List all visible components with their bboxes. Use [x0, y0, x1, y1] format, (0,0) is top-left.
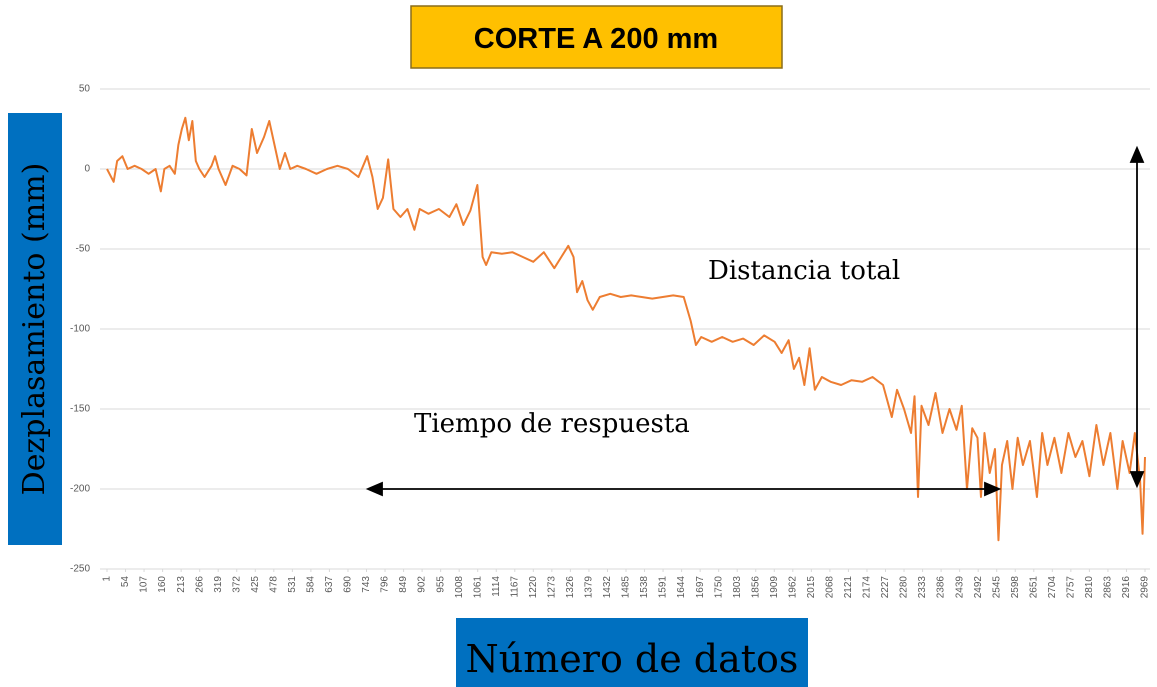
x-label-box: [456, 618, 808, 687]
arrow-head: [984, 481, 1002, 497]
x-tick-label: 2545: [991, 576, 1002, 599]
annotation: Tiempo de respuesta: [414, 409, 690, 439]
y-tick-label: -100: [70, 324, 90, 335]
x-tick-label: 1220: [528, 576, 539, 599]
x-tick-label: 1485: [621, 576, 632, 599]
x-tick-label: 2969: [1140, 576, 1151, 599]
y-tick-label: -200: [70, 484, 90, 495]
arrow-head: [365, 481, 383, 497]
chart-title: CORTE A 200 mm: [474, 23, 718, 55]
x-tick-label: 690: [343, 576, 354, 593]
y-tick-label: 50: [79, 84, 91, 95]
x-tick-label: 54: [120, 576, 131, 588]
arrow-head: [1129, 471, 1145, 489]
arrows: [365, 145, 1145, 497]
x-tick-label: 2227: [880, 576, 891, 599]
x-tick-label: 1591: [658, 576, 669, 599]
x-tick-label: 2863: [1103, 576, 1114, 599]
x-tick-label: 849: [398, 576, 409, 593]
x-tick-label: 372: [231, 576, 242, 593]
arrow-head: [1129, 145, 1145, 163]
x-tick-label: 2386: [936, 576, 947, 599]
y-tick-label: -150: [70, 404, 90, 415]
x-tick-label: 531: [287, 576, 298, 593]
x-tick-label: 1750: [713, 576, 724, 599]
x-tick-label: 2174: [862, 576, 873, 599]
x-tick-label: 796: [380, 576, 391, 593]
x-tick-label: 1114: [491, 576, 502, 597]
x-tick-label: 160: [157, 576, 168, 593]
x-tick-label: 2439: [954, 576, 965, 599]
plot: -250 -200 -150 -100 -50 0 50 1 54 107 160 213 266 319…: [70, 84, 1151, 599]
x-tick-label: 1432: [602, 576, 613, 599]
x-tick-label: 1061: [472, 576, 483, 599]
y-label-box: [8, 113, 62, 545]
x-tick-label: 1962: [787, 576, 798, 599]
y-tick-label: -50: [76, 244, 91, 255]
x-tick-label: 425: [250, 576, 261, 593]
x-tick-label: 266: [194, 576, 205, 593]
x-tick-label: 1856: [750, 576, 761, 599]
x-tick-label: 902: [417, 576, 428, 593]
x-tick-label: 1697: [695, 576, 706, 599]
title-box: [410, 5, 783, 69]
x-tick-label: 1379: [584, 576, 595, 599]
y-tick-label: 0: [84, 164, 90, 175]
y-tick-label: -250: [70, 564, 90, 575]
x-tick-label: 107: [139, 576, 150, 593]
x-tick-label: 1803: [732, 576, 743, 599]
x-tick-label: 319: [213, 576, 224, 593]
x-tick-label: 1: [102, 576, 113, 582]
x-tick-label: 2651: [1028, 576, 1039, 599]
x-tick-label: 637: [324, 576, 335, 593]
x-tick-label: 955: [435, 576, 446, 593]
x-tick-label: 1909: [769, 576, 780, 599]
x-tick-label: 2333: [917, 576, 928, 599]
x-tick-label: 1167: [509, 576, 520, 598]
x-tick-label: 2492: [973, 576, 984, 599]
y-axis-label: Dezplasamiento (mm): [17, 163, 52, 496]
x-tick-label: 1326: [565, 576, 576, 599]
x-axis-label: Número de datos: [466, 637, 799, 681]
x-tick-label: 1538: [639, 576, 650, 599]
x-tick-label: 1644: [676, 576, 687, 599]
x-tick-label: 2916: [1121, 576, 1132, 599]
x-tick-label: 1273: [546, 576, 557, 599]
x-tick-label: 478: [268, 576, 279, 593]
x-tick-label: 2280: [899, 576, 910, 599]
data-line: [106, 116, 1146, 542]
x-tick-label: 2121: [843, 576, 854, 599]
x-tick-label: 743: [361, 576, 372, 593]
x-tick-label: 2068: [825, 576, 836, 599]
x-tick-label: 2598: [1010, 576, 1021, 599]
x-tick-label: 2704: [1047, 576, 1058, 599]
x-tick-label: 584: [306, 576, 317, 593]
x-tick-label: 1008: [454, 576, 465, 599]
x-tick-label: 2015: [806, 576, 817, 599]
x-tick-label: 2757: [1065, 576, 1076, 599]
x-tick-label: 2810: [1084, 576, 1095, 599]
x-tick-label: 213: [176, 576, 187, 593]
annotation: Distancia total: [708, 256, 900, 286]
